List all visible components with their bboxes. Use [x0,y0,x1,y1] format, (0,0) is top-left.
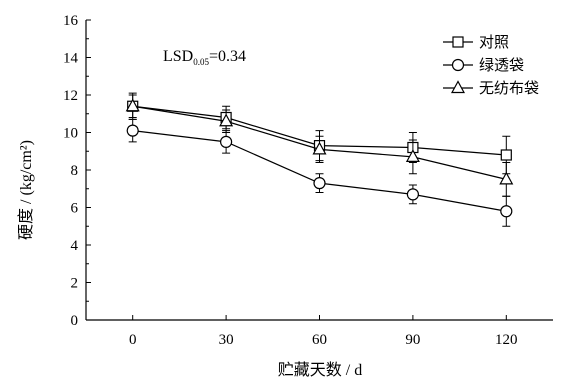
lsd-subscript: 0.05 [193,57,209,67]
series-triangle [125,94,514,197]
svg-text:LSD0.05=0.34: LSD0.05=0.34 [163,48,246,67]
triangle-marker [450,80,466,94]
x-tick-label: 120 [495,332,518,348]
x-tick-label: 90 [405,332,420,348]
lsd-label: LSD [163,48,193,65]
y-tick-label: 14 [63,51,79,67]
triangle-marker [125,98,140,112]
x-tick-label: 30 [219,332,234,348]
circle-marker [500,205,513,218]
y-tick-label: 6 [71,201,79,217]
y-tick-label: 8 [71,163,79,179]
y-axis-title: 硬度 / (kg/cm²) [17,140,35,240]
x-tick-label: 60 [312,332,327,348]
legend-label: 无纺布袋 [479,79,539,97]
y-tick-label: 4 [71,238,79,254]
series-circle [126,118,513,227]
square-marker [452,36,464,48]
y-tick-label: 2 [71,276,79,292]
x-tick-label: 0 [129,332,137,348]
legend-label: 绿透袋 [479,56,524,74]
y-tick-label: 0 [71,313,79,329]
circle-marker [220,135,233,148]
legend-item: 绿透袋 [443,56,524,74]
y-tick-label: 16 [63,13,79,29]
circle-marker [451,58,465,72]
triangle-marker [312,141,327,155]
square-marker [500,149,512,161]
y-tick-label: 10 [63,126,78,142]
triangle-marker [499,171,514,185]
legend-item: 无纺布袋 [443,79,539,97]
lsd-value: =0.34 [209,48,246,65]
x-axis-title: 贮藏天数 / d [278,361,362,379]
triangle-marker [219,113,234,127]
triangle-marker [405,149,420,162]
circle-marker [313,177,326,190]
legend-item: 对照 [443,33,509,51]
series-layer [125,92,514,227]
lsd-annotation: LSD0.05=0.34 [163,48,246,67]
circle-marker [126,124,139,137]
circle-marker [406,188,419,201]
legend-label: 对照 [479,33,509,51]
y-tick-label: 12 [63,88,78,104]
axes: 0 2 4 6 8 10 12 14 16 0 30 60 90 120 [63,13,553,348]
